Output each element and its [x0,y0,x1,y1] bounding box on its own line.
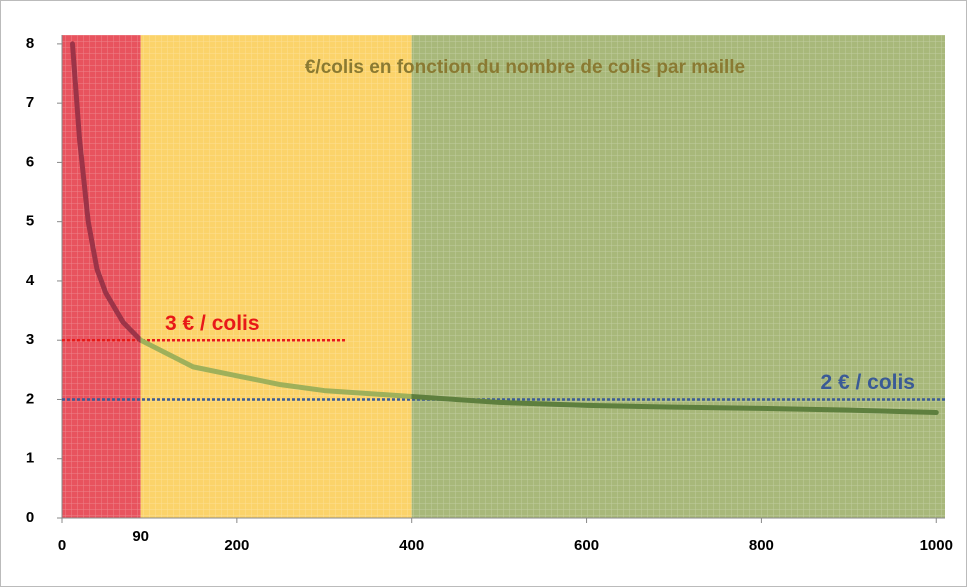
chart-title: €/colis en fonction du nombre de colis p… [305,57,745,78]
y-tick-label: 2 [26,390,34,407]
y-tick-label: 7 [26,94,34,111]
y-tick-label: 8 [26,35,34,52]
y-tick-label: 1 [26,450,34,467]
x-tick-label: 200 [224,537,249,554]
x-tick-label: 600 [574,537,599,554]
fine-grid [62,35,945,518]
y-tick-label: 5 [26,213,34,230]
x-tick-label: 0 [58,537,66,554]
reference-label: 2 € / colis [820,371,915,394]
y-tick-label: 0 [26,509,34,526]
reference-label: 3 € / colis [165,312,260,335]
annotation: 90 [132,528,149,545]
x-tick-label: 400 [399,537,424,554]
line [69,41,939,416]
y-tick-label: 4 [26,272,35,289]
x-tick-label: 800 [749,537,774,554]
y-tick-label: 6 [26,153,34,170]
y-tick-label: 3 [26,331,34,348]
x-tick-label: 1000 [920,537,953,554]
